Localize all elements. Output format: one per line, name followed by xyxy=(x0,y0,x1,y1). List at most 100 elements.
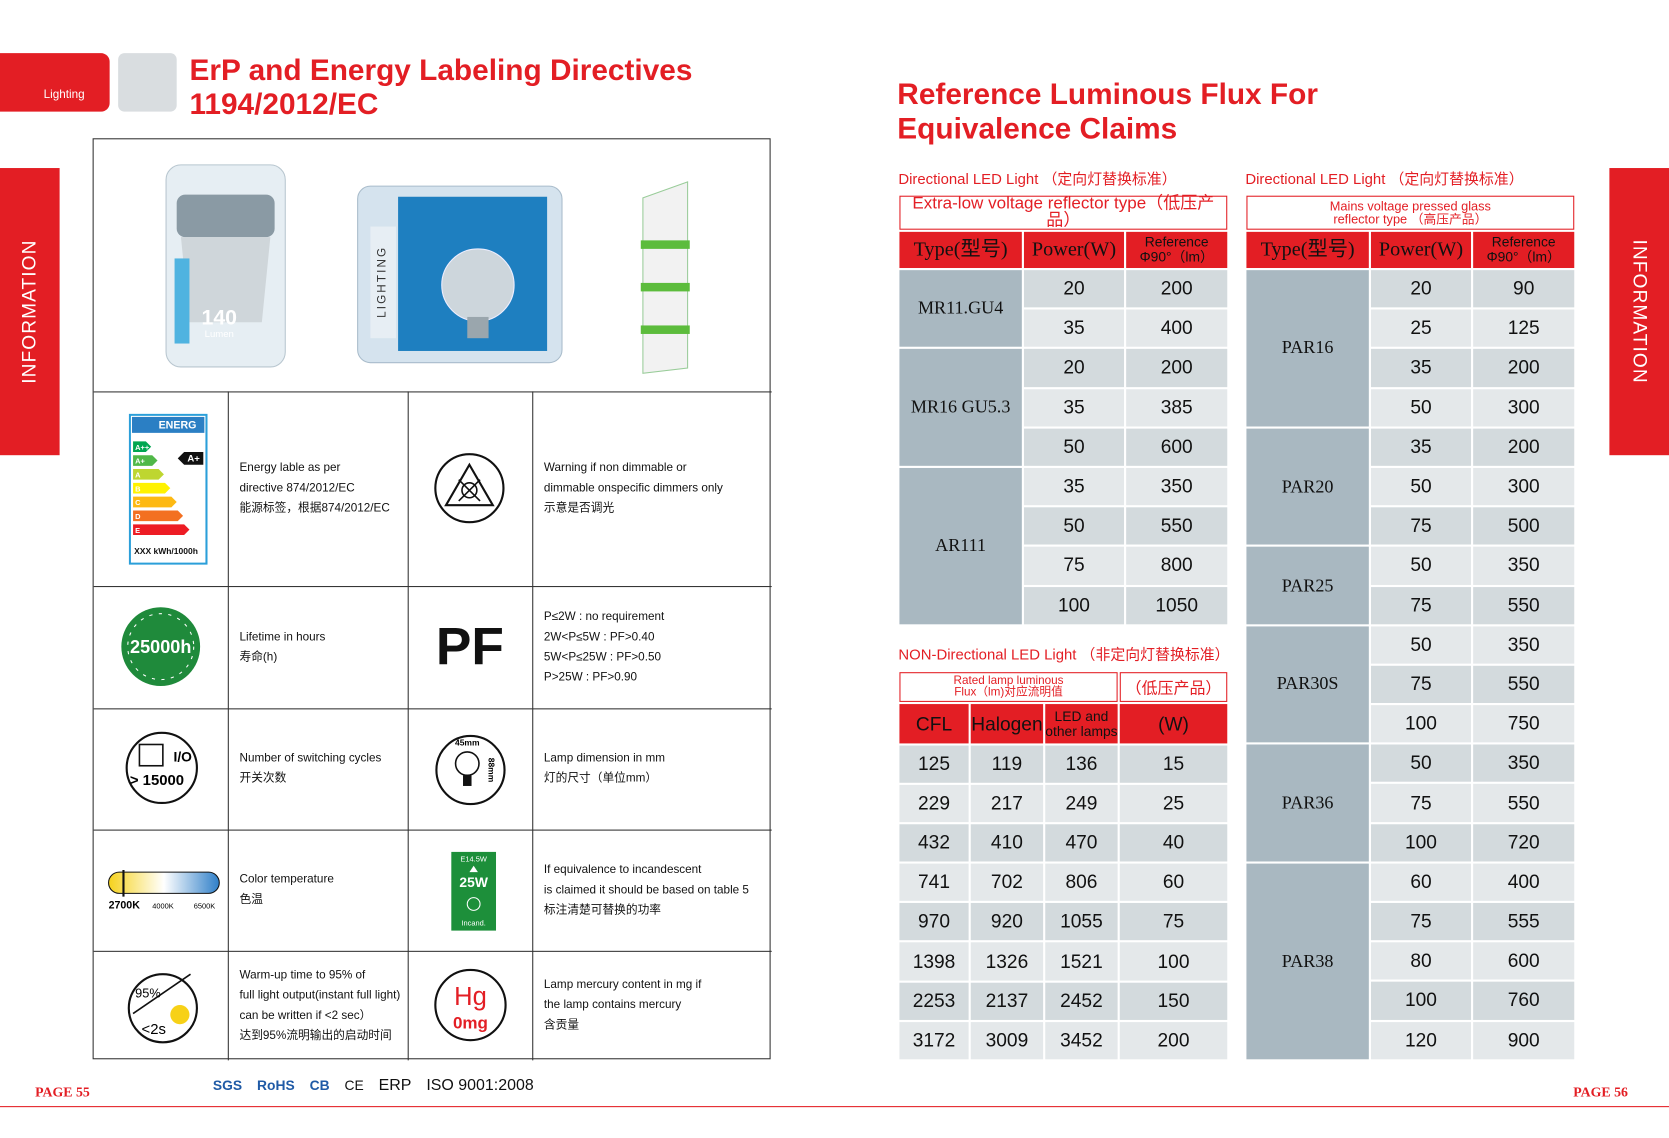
value-cell: 136 xyxy=(1045,745,1118,783)
color-temp-mark: 4000K xyxy=(152,901,174,910)
value-cell: 60 xyxy=(1119,863,1228,902)
feature-text: Energy lable as per directive 874/2012/EC… xyxy=(228,391,408,586)
value-cell: 2253 xyxy=(899,982,969,1020)
header-cell: CFL xyxy=(899,704,969,744)
dimension-icon: 45mm 88mm xyxy=(435,734,506,806)
page-number: PAGE 55 xyxy=(35,1083,90,1100)
feature-line: 寿命(h) xyxy=(239,650,278,664)
value-cell: 350 xyxy=(1473,546,1575,585)
value-cell: 35 xyxy=(1023,309,1125,348)
value-cell: 750 xyxy=(1473,705,1575,743)
warmup-icon: 95% <2s xyxy=(127,973,198,1044)
header-cell: Reference Φ90°（lm） xyxy=(1473,231,1575,269)
value-cell: 50 xyxy=(1023,507,1125,545)
header-cell: LED and other lamps xyxy=(1045,704,1118,744)
value-cell: 200 xyxy=(1473,349,1575,387)
type-cell: PAR16 xyxy=(1246,270,1369,427)
warmup-top: 95% xyxy=(135,986,161,1001)
caption-line: reflector type （高压产品） xyxy=(1333,211,1488,227)
value-cell: 200 xyxy=(1473,428,1575,466)
feature-line: Lamp dimension in mm xyxy=(543,751,665,765)
feature-text: Lamp mercury content in mg if the lamp co… xyxy=(532,951,771,1061)
lifetime-label: 25000h xyxy=(130,637,191,657)
value-cell: 75 xyxy=(1023,546,1125,585)
energy-bar xyxy=(133,496,177,508)
color-temp-icon: 2700K 4000K 6500K xyxy=(108,869,220,911)
feature-line: 含贡量 xyxy=(543,1018,580,1032)
value-cell: 80 xyxy=(1370,942,1472,980)
color-temp-mark: 2700K xyxy=(109,899,141,911)
value-cell: 600 xyxy=(1473,942,1575,980)
grid-line xyxy=(407,391,409,1061)
certification: CB xyxy=(309,1077,330,1094)
grid-line xyxy=(93,586,772,588)
value-cell: 50 xyxy=(1370,546,1472,585)
table-caption: Extra-low voltage reflector type（低压产品） xyxy=(899,195,1228,230)
header-line: LED and xyxy=(1054,707,1109,724)
feature-line: 达到95%流明输出的启动时间 xyxy=(239,1028,392,1042)
certifications: SGS RoHS CB CE ERP ISO 9001:2008 xyxy=(213,1076,534,1094)
table-label: Directional LED Light （定向灯替换标准） xyxy=(898,170,1177,188)
value-cell: 920 xyxy=(970,903,1044,941)
value-cell: 35 xyxy=(1023,388,1125,427)
header-cell: Halogen xyxy=(970,704,1044,744)
feature-line: 标注清楚可替换的功率 xyxy=(543,903,661,917)
value-cell: 75 xyxy=(1370,586,1472,624)
section-tab: Lighting xyxy=(0,53,110,112)
type-cell: PAR30S xyxy=(1246,626,1369,743)
header-line: Φ90°（lm） xyxy=(1139,248,1214,265)
value-cell: 60 xyxy=(1370,863,1472,901)
energy-header: ENERG xyxy=(159,420,197,432)
value-cell: 249 xyxy=(1045,784,1118,823)
feature-line: Warning if non dimmable or xyxy=(543,461,687,475)
incand-value: 25W xyxy=(459,874,488,890)
incandescent-icon: E14.5W 25W Incand. xyxy=(451,851,497,931)
value-cell: 25 xyxy=(1119,784,1228,823)
feature-text: If equivalence to incandescent is claimed… xyxy=(532,830,771,951)
value-cell: 35 xyxy=(1023,467,1125,506)
value-cell: 800 xyxy=(1126,546,1228,585)
value-cell: 50 xyxy=(1370,744,1472,783)
table-caption: （低压产品） xyxy=(1119,672,1228,702)
value-cell: 300 xyxy=(1473,388,1575,427)
feature-line: 示意是否调光 xyxy=(543,501,615,515)
value-cell: 741 xyxy=(899,863,969,902)
energy-rating: A+ xyxy=(187,454,200,465)
feature-text: Color temperature 色温 xyxy=(228,830,408,951)
value-cell: 50 xyxy=(1370,388,1472,427)
mercury-bottom: 0mg xyxy=(453,1013,488,1032)
energy-class: A xyxy=(135,471,141,480)
header-cell: Power(W) xyxy=(1023,231,1125,269)
certification: ERP xyxy=(378,1076,412,1095)
value-cell: 1521 xyxy=(1045,942,1118,981)
value-cell: 75 xyxy=(1370,902,1472,941)
feature-text: Lifetime in hours 寿命(h) xyxy=(228,586,408,708)
warmup-bottom: <2s xyxy=(142,1022,166,1038)
value-cell: 35 xyxy=(1370,349,1472,387)
color-temp-mark: 6500K xyxy=(194,901,216,910)
dimension-width: 45mm xyxy=(455,738,480,748)
energy-class: D xyxy=(135,512,141,521)
grid-line xyxy=(93,708,772,710)
feature-line: Energy lable as per xyxy=(239,461,341,475)
feature-text: Lamp dimension in mm 灯的尺寸（单位mm） xyxy=(532,708,771,829)
product-blister: 140 Lumen xyxy=(165,164,286,368)
feature-line: Lamp mercury content in mg if xyxy=(543,978,702,992)
value-cell: 25 xyxy=(1370,309,1472,348)
value-cell: 350 xyxy=(1473,626,1575,664)
feature-line: If equivalence to incandescent xyxy=(543,863,702,876)
dimmable-icon xyxy=(434,453,505,524)
switching-icon: I/O > 15000 xyxy=(125,731,198,805)
value-cell: 90 xyxy=(1473,270,1575,308)
feature-line: dimmable onspecific dimmers only xyxy=(543,481,723,495)
value-cell: 100 xyxy=(1119,942,1228,981)
value-cell: 35 xyxy=(1370,428,1472,466)
value-cell: 119 xyxy=(970,745,1044,783)
product-lumen: 140 xyxy=(202,305,237,329)
feature-line: Warm-up time to 95% of xyxy=(239,968,366,982)
feature-text: Warm-up time to 95% of full light output(… xyxy=(228,951,408,1061)
value-cell: 1326 xyxy=(970,942,1044,981)
header-line: Φ90°（lm） xyxy=(1486,248,1561,265)
